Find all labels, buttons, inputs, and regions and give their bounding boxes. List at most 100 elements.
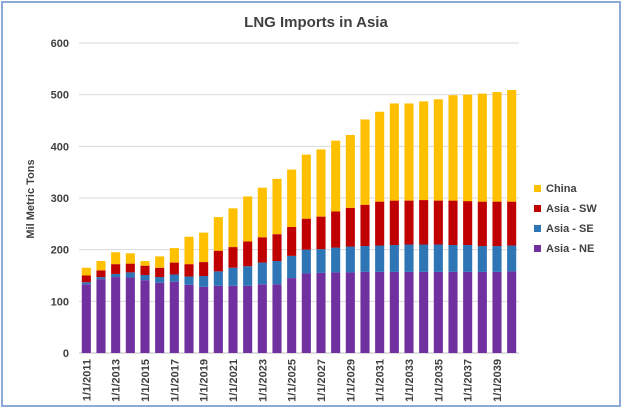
bar-segment [272, 261, 282, 285]
bar-segment [125, 277, 135, 353]
bar-segment [463, 271, 473, 353]
bar-segment [287, 278, 297, 353]
bar-segment [301, 218, 311, 250]
bar-segment [375, 271, 385, 353]
bar-segment [199, 276, 209, 287]
bar-segment [360, 204, 370, 247]
bar-segment [81, 284, 91, 353]
bar-segment [448, 200, 458, 246]
y-axis: 0 100 200 300 400 500 600 [51, 38, 69, 360]
x-tick-label: 1/1/2033 [404, 359, 416, 402]
bar-segment [155, 277, 165, 283]
legend-swatch [534, 185, 541, 192]
bar-segment [111, 252, 121, 265]
x-tick-label: 1/1/2037 [463, 359, 475, 402]
bar-segment [419, 271, 429, 353]
x-axis: 1/1/2011 1/1/2013 1/1/2015 1/1/2017 1/1/2019… [81, 359, 504, 402]
bar-segment [345, 272, 355, 353]
bar-segment [243, 196, 253, 242]
bar-segment [228, 247, 238, 268]
y-tick-label: 500 [51, 90, 69, 102]
bar-segment [345, 246, 355, 273]
bar-segment [419, 200, 429, 245]
bar-segment [507, 90, 517, 202]
x-tick-label: 1/1/2021 [228, 359, 240, 402]
y-tick-label: 600 [51, 38, 69, 50]
bar-segment [257, 187, 267, 238]
legend-label: China [546, 183, 577, 195]
x-tick-label: 1/1/2023 [257, 359, 269, 402]
bar-segment [257, 237, 267, 263]
bar-segment [111, 277, 121, 353]
bar-segment [331, 140, 341, 212]
x-tick-label: 1/1/2029 [345, 359, 357, 402]
bar-segment [213, 250, 223, 272]
bar-segment [331, 247, 341, 273]
bar-segment [228, 285, 238, 353]
bar-segment [81, 282, 91, 285]
bar-segment [301, 249, 311, 274]
lng-imports-chart: LNG Imports in Asia 0100200300400500600 … [25, 14, 597, 402]
chart-frame: LNG Imports in Asia 0 100 200 300 400 500 600 … [1, 1, 621, 407]
legend-label: Asia - SE [546, 223, 594, 235]
bar-segment [96, 270, 106, 278]
legend-swatch [534, 245, 541, 252]
bar-segment [331, 272, 341, 353]
bar-segment [228, 208, 238, 248]
x-tick-label: 1/1/2031 [375, 359, 387, 402]
bar-segment [331, 211, 341, 248]
bars [81, 90, 517, 353]
x-tick-label: 1/1/2025 [287, 359, 299, 402]
bar-segment [169, 274, 179, 282]
bar-segment [492, 271, 502, 353]
bar-segment [477, 93, 487, 202]
bar-segment [81, 275, 91, 283]
legend-swatch [534, 225, 541, 232]
bar-segment [184, 284, 194, 353]
bar-segment [125, 272, 135, 278]
bar-segment [492, 201, 502, 247]
bar-segment [243, 285, 253, 353]
bar-segment [448, 271, 458, 353]
bar-segment [316, 216, 326, 250]
bar-segment [111, 273, 121, 278]
y-tick-label: 100 [51, 296, 69, 308]
bar-segment [492, 246, 502, 272]
bar-segment [404, 200, 414, 245]
x-tick-label: 1/1/2019 [199, 359, 211, 402]
legend-swatch [534, 205, 541, 212]
bar-segment [375, 201, 385, 246]
bar-segment [184, 276, 194, 285]
bar-segment [433, 244, 443, 272]
bar-segment [375, 245, 385, 272]
bar-segment [184, 264, 194, 277]
x-tick-label: 1/1/2027 [316, 359, 328, 402]
bar-segment [477, 271, 487, 353]
bar-segment [492, 92, 502, 202]
bar-segment [389, 200, 399, 246]
bar-segment [125, 253, 135, 264]
x-tick-label: 1/1/2011 [81, 359, 93, 401]
legend-label: Asia - NE [546, 243, 594, 255]
bar-segment [199, 232, 209, 263]
y-tick-label: 0 [63, 348, 69, 360]
bar-segment [228, 267, 238, 286]
bar-segment [257, 284, 267, 353]
bar-segment [316, 272, 326, 353]
bar-segment [155, 282, 165, 353]
y-tick-label: 300 [51, 193, 69, 205]
y-tick-label: 200 [51, 245, 69, 257]
bar-segment [507, 245, 517, 272]
bar-segment [404, 271, 414, 353]
bar-segment [433, 200, 443, 245]
bar-segment [243, 266, 253, 286]
bar-segment [433, 271, 443, 353]
legend-label: Asia - SW [546, 203, 597, 215]
bar-segment [404, 103, 414, 201]
bar-segment [433, 99, 443, 201]
bar-segment [272, 234, 282, 262]
bar-segment [155, 267, 165, 278]
bar-segment [477, 201, 487, 247]
bar-segment [140, 261, 150, 266]
gridlines [79, 42, 519, 354]
